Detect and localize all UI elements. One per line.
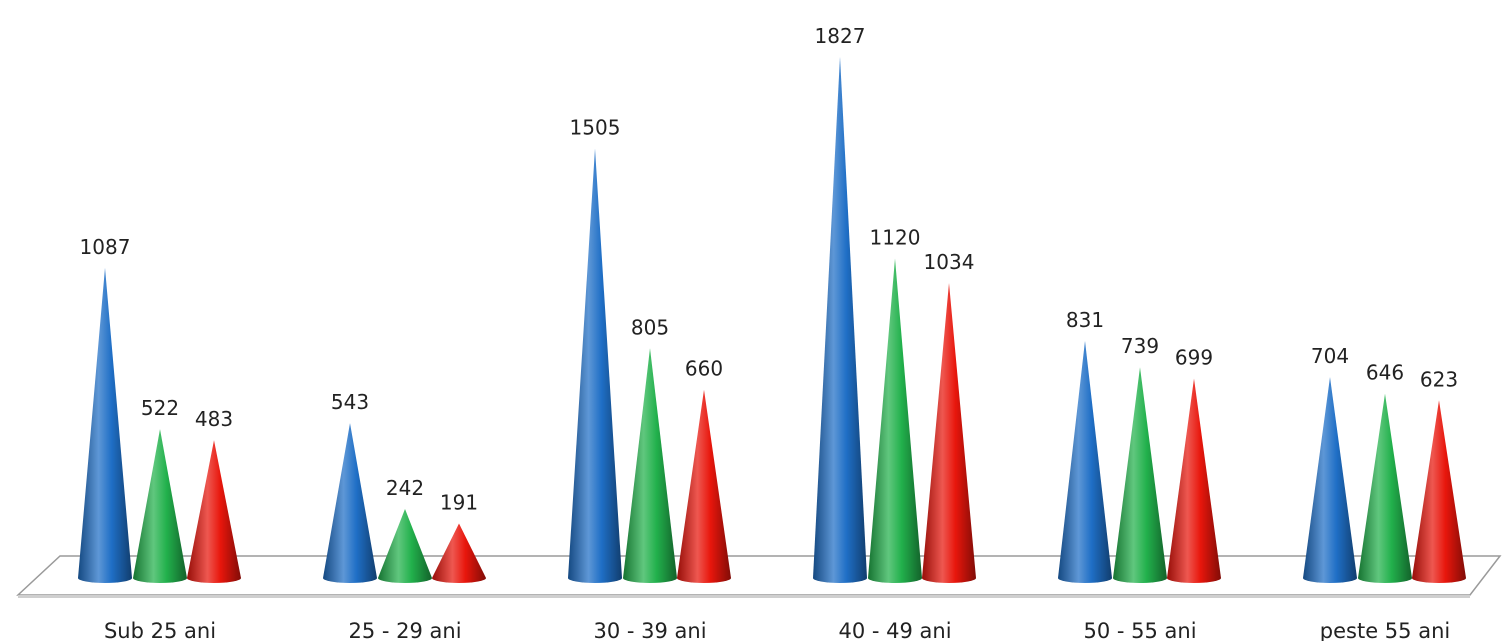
cone-2-2: [378, 509, 432, 583]
data-label: 646: [1366, 361, 1404, 385]
cone-2-4: [868, 258, 922, 583]
data-label: 805: [631, 315, 669, 339]
cone-2-1: [133, 429, 187, 583]
data-label: 660: [685, 357, 723, 381]
data-label: 623: [1420, 367, 1458, 391]
data-label: 1087: [80, 235, 131, 259]
data-label: 739: [1121, 334, 1159, 358]
cone-2-5: [1113, 367, 1167, 583]
cone-3-1: [187, 440, 241, 583]
data-label: 699: [1175, 346, 1213, 370]
cone-1-1: [78, 267, 132, 583]
data-label: 1034: [924, 250, 975, 274]
cone-3-3: [677, 389, 731, 583]
data-label: 1120: [870, 226, 921, 250]
cone-1-6: [1303, 377, 1357, 583]
data-label: 1827: [815, 24, 866, 48]
data-label: 483: [195, 407, 233, 431]
cone-1-5: [1058, 340, 1112, 583]
category-label: peste 55 ani: [1320, 619, 1450, 641]
cone-2-3: [623, 348, 677, 583]
data-label: 191: [440, 491, 478, 515]
data-label: 543: [331, 390, 369, 414]
data-label: 831: [1066, 308, 1104, 332]
cone-3-4: [922, 283, 976, 583]
category-label: Sub 25 ani: [104, 619, 216, 641]
category-label: 40 - 49 ani: [838, 619, 951, 641]
cone-3-2: [432, 523, 486, 583]
data-label: 704: [1311, 344, 1349, 368]
category-label: 25 - 29 ani: [348, 619, 461, 641]
category-label: 50 - 55 ani: [1083, 619, 1196, 641]
data-label: 1505: [570, 116, 621, 140]
cone-3-6: [1412, 400, 1466, 583]
cone-1-3: [568, 148, 622, 583]
cone-3-5: [1167, 378, 1221, 583]
data-label: 522: [141, 396, 179, 420]
category-label: 30 - 39 ani: [593, 619, 706, 641]
cone-2-6: [1358, 393, 1412, 583]
cone-1-4: [813, 56, 867, 584]
data-label: 242: [386, 476, 424, 500]
cone-1-2: [323, 423, 377, 583]
